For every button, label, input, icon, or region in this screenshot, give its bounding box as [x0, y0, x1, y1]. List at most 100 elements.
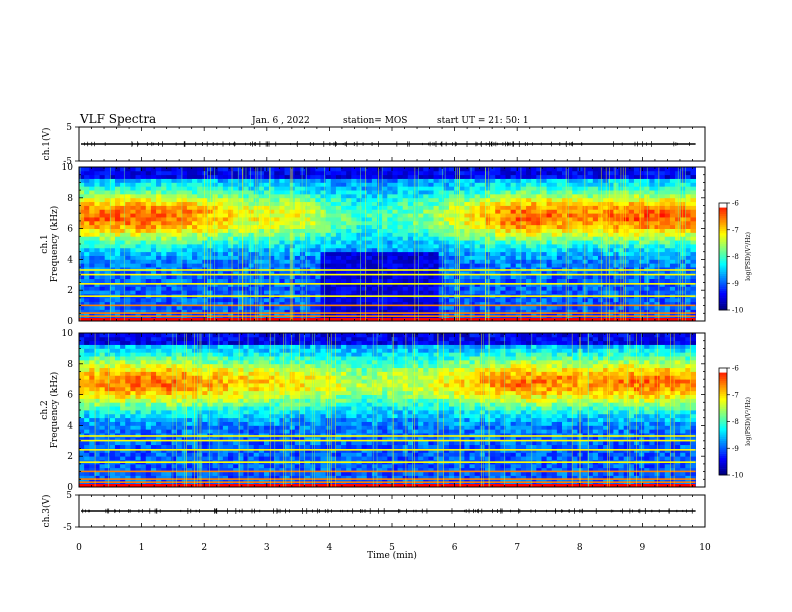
spectrogram-cell — [608, 259, 614, 264]
spectrogram-cell — [675, 167, 681, 172]
spectrogram-cell — [248, 278, 255, 283]
spectrogram-cell — [526, 240, 532, 245]
spectrogram-cell — [649, 286, 655, 291]
spectrogram-cell — [423, 270, 429, 276]
spectrogram-cell — [335, 251, 342, 256]
spectrogram-cell — [89, 217, 95, 222]
spectrogram-cell — [669, 220, 676, 226]
spectrogram-cell — [495, 209, 501, 214]
spectrogram-cell — [197, 301, 203, 306]
spectrogram-cell — [212, 297, 219, 303]
spectrogram-cell — [330, 174, 337, 179]
spectrogram-cell — [161, 236, 167, 241]
spectrogram-cell — [279, 186, 285, 191]
spectrogram-cell — [351, 178, 357, 183]
spectrogram-cell — [628, 182, 635, 187]
spectrogram-cell — [567, 205, 573, 210]
spectrogram-cell — [407, 209, 414, 214]
spectrogram-cell — [341, 167, 347, 172]
spectrogram-cell — [99, 244, 106, 249]
spectrogram-cell — [536, 182, 542, 187]
spectrogram-cell — [520, 290, 527, 295]
spectrogram-cell — [341, 217, 347, 222]
spectrogram-cell — [258, 209, 265, 214]
spectrogram-cell — [202, 220, 208, 226]
spectrogram-cell — [474, 224, 481, 229]
spectrogram-cell — [192, 255, 198, 260]
spectrogram-cell — [664, 232, 671, 237]
spectrogram-cell — [675, 259, 681, 264]
spectrogram-cell — [120, 232, 126, 237]
spectrogram-cell — [186, 182, 193, 187]
spectrogram-cell — [572, 209, 578, 214]
spectrogram-cell — [608, 205, 614, 210]
spectrogram-cell — [495, 290, 501, 295]
spectrogram-cell — [289, 174, 296, 179]
spectrogram-cell — [505, 305, 512, 310]
spectrogram-cell — [181, 178, 188, 183]
spectrogram-cell — [618, 201, 625, 206]
spectrogram-cell — [407, 213, 414, 218]
spectrogram-cell — [659, 247, 666, 253]
spectrogram-cell — [577, 270, 583, 276]
spectrogram-cell — [587, 255, 594, 260]
spectrogram-cell — [649, 290, 655, 295]
spectrogram-cell — [587, 205, 594, 210]
spectrogram-cell — [366, 297, 373, 303]
spectrogram-cell — [238, 247, 244, 253]
spectrogram-cell — [443, 205, 450, 210]
spectrogram-cell — [613, 255, 619, 260]
spectrogram-cell — [520, 263, 527, 268]
spectrogram-cell — [582, 236, 589, 241]
spectrogram-cell — [531, 244, 537, 249]
spectrogram-cell — [469, 232, 476, 237]
spectrogram-cell — [628, 301, 635, 306]
spectrogram-cell — [284, 167, 291, 172]
spectrogram-cell — [289, 167, 296, 172]
spectrogram-cell — [551, 255, 558, 260]
spectrogram-cell — [238, 213, 244, 218]
spectrogram-cell — [407, 205, 414, 210]
spectrogram-cell — [371, 274, 378, 280]
spectrogram-cell — [407, 270, 414, 276]
spectrogram-cell — [89, 305, 95, 310]
spectrogram-cell — [258, 263, 265, 268]
spectrogram-cell — [649, 301, 655, 306]
spectrogram-cell — [423, 190, 429, 195]
spectrogram-cell — [284, 174, 291, 179]
spectrogram-cell — [474, 263, 481, 268]
spectrogram-cell — [407, 190, 414, 195]
spectrogram-cell — [284, 205, 291, 210]
figure-title: VLF Spectra — [79, 112, 156, 126]
spectrogram-cell — [669, 228, 676, 233]
spectrogram-cell — [207, 186, 213, 191]
spectrogram-cell — [392, 228, 398, 233]
spectrogram-cell — [433, 201, 440, 206]
spectrogram-cell — [469, 197, 476, 203]
spectrogram-cell — [613, 197, 619, 203]
spectrogram-cell — [258, 174, 265, 179]
spectrogram-cell — [505, 205, 512, 210]
spectrogram-cell — [150, 182, 157, 187]
spectrogram-cell — [176, 255, 183, 260]
spectrogram-cell — [685, 193, 691, 199]
spectrogram-cell — [181, 244, 188, 249]
spectrogram-cell — [150, 209, 157, 214]
spectrogram-cell — [325, 197, 332, 203]
spectrogram-cell — [418, 217, 424, 222]
spectrogram-cell — [130, 201, 136, 206]
spectrogram-cell — [397, 297, 404, 303]
spectrogram-cell — [597, 224, 604, 229]
spectrogram-cell — [382, 197, 388, 203]
spectrogram-cell — [202, 201, 208, 206]
spectrogram-cell — [664, 190, 671, 195]
spectrogram-cell — [397, 240, 404, 245]
spectrogram-cell — [633, 278, 640, 283]
spectrogram-cell — [443, 228, 450, 233]
spectrogram-cell — [659, 305, 666, 310]
spectrogram-cell — [675, 228, 681, 233]
spectrogram-cell — [217, 236, 224, 241]
spectrogram-cell — [248, 170, 255, 176]
spectrogram-cell — [407, 186, 414, 191]
spectrogram-cell — [315, 201, 321, 206]
